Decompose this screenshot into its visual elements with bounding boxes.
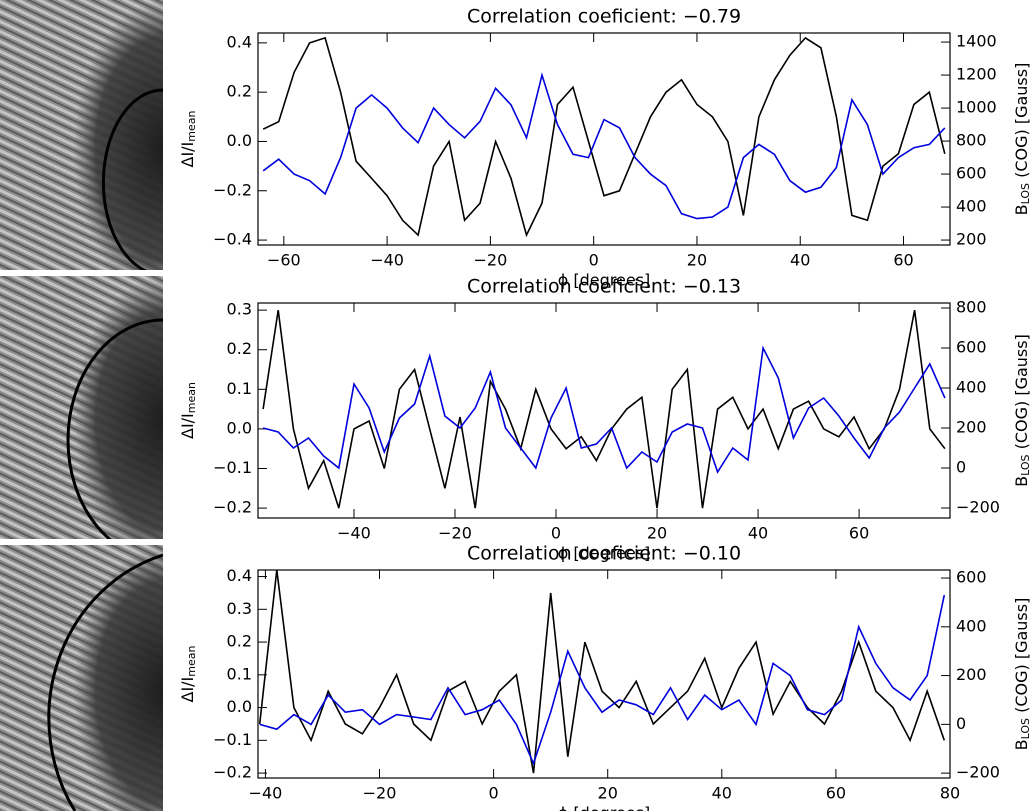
y2-axis-label: BLOS (COG) [Gauss] bbox=[1012, 598, 1033, 751]
y-tick-label: 0.4 bbox=[227, 566, 252, 585]
y2-tick-label: −200 bbox=[956, 498, 1000, 517]
x-tick-label: −40 bbox=[370, 251, 404, 270]
y2-tick-label: 1400 bbox=[956, 32, 997, 51]
y2-tick-label: 600 bbox=[956, 338, 987, 357]
data-line bbox=[262, 309, 946, 509]
y2-tick-label: 0 bbox=[956, 714, 966, 733]
x-tick-label: 20 bbox=[687, 251, 707, 270]
y2-tick-label: 200 bbox=[956, 230, 987, 249]
y-tick-label: 0.1 bbox=[227, 664, 252, 683]
y-tick-label: 0.4 bbox=[227, 32, 252, 51]
y2-axis-label: BLOS (COG) [Gauss] bbox=[1012, 63, 1033, 216]
x-tick-label: 0 bbox=[589, 251, 599, 270]
x-tick-label: −40 bbox=[337, 524, 371, 543]
y-axis-label: ΔI/Imean bbox=[178, 645, 199, 702]
data-line bbox=[259, 594, 946, 766]
y-tick-label: 0.3 bbox=[227, 599, 252, 618]
y2-tick-label: 200 bbox=[956, 418, 987, 437]
y2-tick-label: 200 bbox=[956, 665, 987, 684]
y2-tick-label: 0 bbox=[956, 458, 966, 477]
chart-title: Correlation coeficient: −0.10 bbox=[467, 543, 741, 565]
plot-frame bbox=[257, 32, 951, 246]
y2-axis-label-rest: (COG) [Gauss] bbox=[1012, 334, 1031, 454]
y2-axis-label-main: B bbox=[1012, 204, 1031, 215]
y2-tick-label: 1000 bbox=[956, 98, 997, 117]
y2-tick-label: 1200 bbox=[956, 65, 997, 84]
y-tick-label: 0.0 bbox=[227, 131, 252, 150]
y-tick-label: 0.2 bbox=[227, 339, 252, 358]
x-tick-label: −20 bbox=[438, 524, 472, 543]
y2-tick-label: 400 bbox=[956, 616, 987, 635]
data-line bbox=[262, 345, 946, 474]
y-tick-label: 0.1 bbox=[227, 379, 252, 398]
chart-title: Correlation coeficient: −0.13 bbox=[467, 276, 741, 298]
y-tick-label: −0.2 bbox=[213, 763, 252, 782]
sunspot-image-1 bbox=[0, 0, 163, 270]
x-tick-label: 60 bbox=[849, 524, 869, 543]
y2-tick-label: 600 bbox=[956, 164, 987, 183]
data-line bbox=[262, 36, 946, 238]
x-tick-label: 40 bbox=[748, 524, 768, 543]
data-line bbox=[258, 570, 946, 774]
y2-axis-label-sub: LOS bbox=[1019, 183, 1032, 204]
y2-axis-label-main: B bbox=[1012, 739, 1031, 750]
x-tick-label: 60 bbox=[826, 784, 846, 803]
x-tick-label: 20 bbox=[647, 524, 667, 543]
y-tick-label: −0.1 bbox=[213, 458, 252, 477]
x-tick-label: −20 bbox=[363, 784, 397, 803]
y-tick-label: 0.3 bbox=[227, 300, 252, 319]
y-tick-label: −0.4 bbox=[213, 230, 252, 249]
x-tick-label: 40 bbox=[712, 784, 732, 803]
y2-axis-label-sub: LOS bbox=[1019, 454, 1032, 475]
y-axis-label-main: ΔI/I bbox=[178, 413, 197, 439]
plot-frame bbox=[257, 302, 951, 519]
y-tick-label: −0.2 bbox=[213, 180, 252, 199]
x-axis-label: ϕ [degrees] bbox=[558, 271, 651, 290]
x-tick-label: −20 bbox=[474, 251, 508, 270]
y-tick-label: −0.2 bbox=[213, 498, 252, 517]
y2-tick-label: −200 bbox=[956, 763, 1000, 782]
y2-tick-label: 400 bbox=[956, 378, 987, 397]
x-tick-label: 40 bbox=[790, 251, 810, 270]
y2-tick-label: 800 bbox=[956, 131, 987, 150]
y2-axis-label-rest: (COG) [Gauss] bbox=[1012, 63, 1031, 183]
y2-tick-label: 600 bbox=[956, 568, 987, 587]
y-tick-label: 0.0 bbox=[227, 418, 252, 437]
y2-tick-label: 800 bbox=[956, 298, 987, 317]
x-tick-label: 60 bbox=[893, 251, 913, 270]
y-axis-label: ΔI/Imean bbox=[178, 382, 199, 439]
y-tick-label: 0.2 bbox=[227, 82, 252, 101]
chart-title: Correlation coeficient: −0.79 bbox=[467, 6, 741, 28]
y-axis-label-sub: mean bbox=[185, 382, 198, 413]
x-tick-label: 20 bbox=[598, 784, 618, 803]
y2-axis-label-main: B bbox=[1012, 476, 1031, 487]
x-axis-label: ϕ [degrees] bbox=[558, 804, 651, 811]
x-tick-label: 0 bbox=[551, 524, 561, 543]
y2-tick-label: 400 bbox=[956, 197, 987, 216]
x-tick-label: 0 bbox=[489, 784, 499, 803]
y-tick-label: −0.1 bbox=[213, 730, 252, 749]
x-tick-label: −40 bbox=[249, 784, 283, 803]
sunspot-image-2 bbox=[0, 276, 163, 539]
y-axis-label-sub: mean bbox=[185, 110, 198, 141]
y-axis-label-main: ΔI/I bbox=[178, 677, 197, 703]
y2-axis-label: BLOS (COG) [Gauss] bbox=[1012, 334, 1033, 487]
y2-axis-label-rest: (COG) [Gauss] bbox=[1012, 598, 1031, 718]
y-tick-label: 0.2 bbox=[227, 632, 252, 651]
sunspot-image-3 bbox=[0, 545, 163, 811]
data-line bbox=[262, 72, 946, 220]
y-axis-label: ΔI/Imean bbox=[178, 110, 199, 167]
x-axis-label: ϕ [degrees] bbox=[558, 544, 651, 563]
y2-axis-label-sub: LOS bbox=[1019, 718, 1032, 739]
y-axis-label-main: ΔI/I bbox=[178, 142, 197, 168]
plot-frame bbox=[257, 569, 951, 779]
y-tick-label: 0.0 bbox=[227, 697, 252, 716]
x-tick-label: 80 bbox=[940, 784, 960, 803]
x-tick-label: −60 bbox=[267, 251, 301, 270]
y-axis-label-sub: mean bbox=[185, 645, 198, 676]
